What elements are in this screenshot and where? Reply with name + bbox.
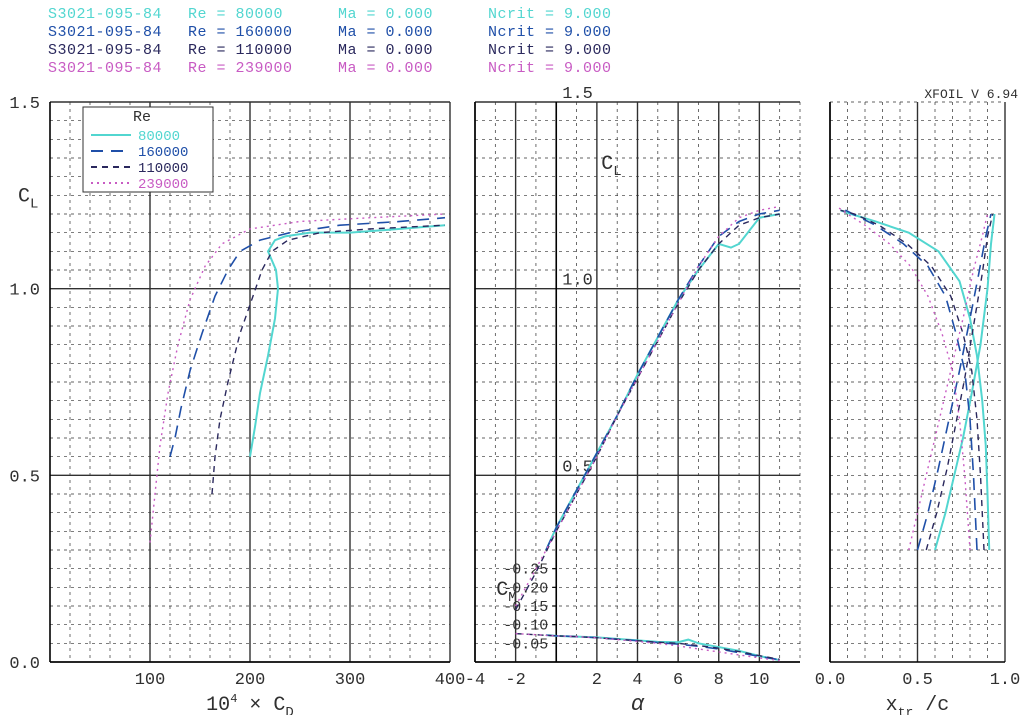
cm-alpha-curve — [516, 634, 780, 660]
header-cell: Ncrit = 9.000 — [488, 60, 638, 78]
legend-label: 239000 — [138, 177, 188, 193]
ytick-label: 1.0 — [9, 282, 40, 301]
xtr-label: xtr /c — [886, 694, 950, 715]
header-cell: S3021-095-84 — [48, 24, 188, 42]
legend-label: 80000 — [138, 129, 180, 145]
header-cell: Ma = 0.000 — [338, 42, 488, 60]
xtick-label: 4 — [632, 671, 642, 690]
ytick-label: 0.0 — [9, 655, 40, 674]
ytick-label: 0.5 — [9, 468, 40, 487]
cl-alpha-curve — [546, 210, 780, 550]
xtick-label: 8 — [714, 671, 724, 690]
xtick-label: 6 — [673, 671, 683, 690]
header-row: S3021-095-84Re = 160000Ma = 0.000Ncrit =… — [48, 24, 638, 42]
xtr-upper-curve — [841, 210, 985, 550]
header-cell: Re = 160000 — [188, 24, 338, 42]
xtick-label: 1.0 — [990, 671, 1021, 690]
xtick-label: 400 — [435, 671, 466, 690]
header-cell: S3021-095-84 — [48, 42, 188, 60]
polar-curve — [150, 214, 445, 543]
polar-chart-canvas: XFOIL V 6.941002003004000.00.51.01.5CL10… — [0, 0, 1024, 715]
header-cell: Ma = 0.000 — [338, 24, 488, 42]
ylabel: CL — [18, 185, 38, 212]
polar-curve — [250, 225, 445, 456]
xtick-label: 0.5 — [902, 671, 933, 690]
header-cell: Ma = 0.000 — [338, 6, 488, 24]
cm-alpha-curve — [546, 635, 780, 660]
header-cell: Ncrit = 9.000 — [488, 6, 638, 24]
header-cell: Re = 80000 — [188, 6, 338, 24]
header-cell: Ma = 0.000 — [338, 60, 488, 78]
header-row: S3021-095-84Re = 110000Ma = 0.000Ncrit =… — [48, 42, 638, 60]
polar-curve — [170, 218, 445, 457]
header-cell: Re = 239000 — [188, 60, 338, 78]
xtick-label: 2 — [592, 671, 602, 690]
xtick-label: 300 — [335, 671, 366, 690]
cl-alpha: -4-22468100.51.01.5CL-0.05-0.10-0.15-0.2… — [465, 85, 800, 715]
cl-alpha-curve — [516, 214, 780, 610]
xtick-label: 10 — [749, 671, 769, 690]
legend-title: Re — [133, 109, 151, 126]
xtick-label: 100 — [135, 671, 166, 690]
cm-tick-label: -0.05 — [503, 636, 548, 653]
xtick-label: -2 — [505, 671, 525, 690]
legend-label: 110000 — [138, 161, 188, 177]
header-cell: S3021-095-84 — [48, 60, 188, 78]
xlabel: 104 × CD — [206, 692, 294, 715]
xtick-label: 200 — [235, 671, 266, 690]
cm-tick-label: -0.10 — [503, 618, 548, 635]
header-cell: S3021-095-84 — [48, 6, 188, 24]
cl-tick-label: 1.5 — [562, 85, 593, 104]
run-header: S3021-095-84Re = 80000Ma = 0.000Ncrit = … — [48, 6, 638, 78]
cl-label: CL — [601, 153, 621, 180]
xtick-label: -4 — [465, 671, 485, 690]
cm-tick-label: -0.25 — [503, 562, 548, 579]
cl-tick-label: 1.0 — [562, 272, 593, 291]
alpha-label: α — [631, 692, 645, 715]
version-label: XFOIL V 6.94 — [924, 87, 1018, 102]
header-cell: Ncrit = 9.000 — [488, 24, 638, 42]
cm-alpha-curve — [546, 635, 780, 660]
cl-alpha-curve — [516, 207, 780, 606]
xtr-upper-curve — [839, 207, 977, 550]
cm-alpha-curve — [516, 634, 780, 661]
header-row: S3021-095-84Re = 80000Ma = 0.000Ncrit = … — [48, 6, 638, 24]
xtick-label: 0.0 — [815, 671, 846, 690]
header-cell: Re = 110000 — [188, 42, 338, 60]
xtr-upper-curve — [841, 210, 990, 550]
header-row: S3021-095-84Re = 239000Ma = 0.000Ncrit =… — [48, 60, 638, 78]
ytick-label: 1.5 — [9, 95, 40, 114]
legend-label: 160000 — [138, 145, 188, 161]
cl-xtr: 0.0 0.5 1.0 xtr /c — [815, 102, 1021, 715]
xtr-upper-curve — [837, 207, 970, 550]
header-cell: Ncrit = 9.000 — [488, 42, 638, 60]
cl-cd-polar: 100 200 300 400 0.0 0.5 1.0 1.5 CL 104 × CD Re 8000… — [9, 95, 465, 715]
